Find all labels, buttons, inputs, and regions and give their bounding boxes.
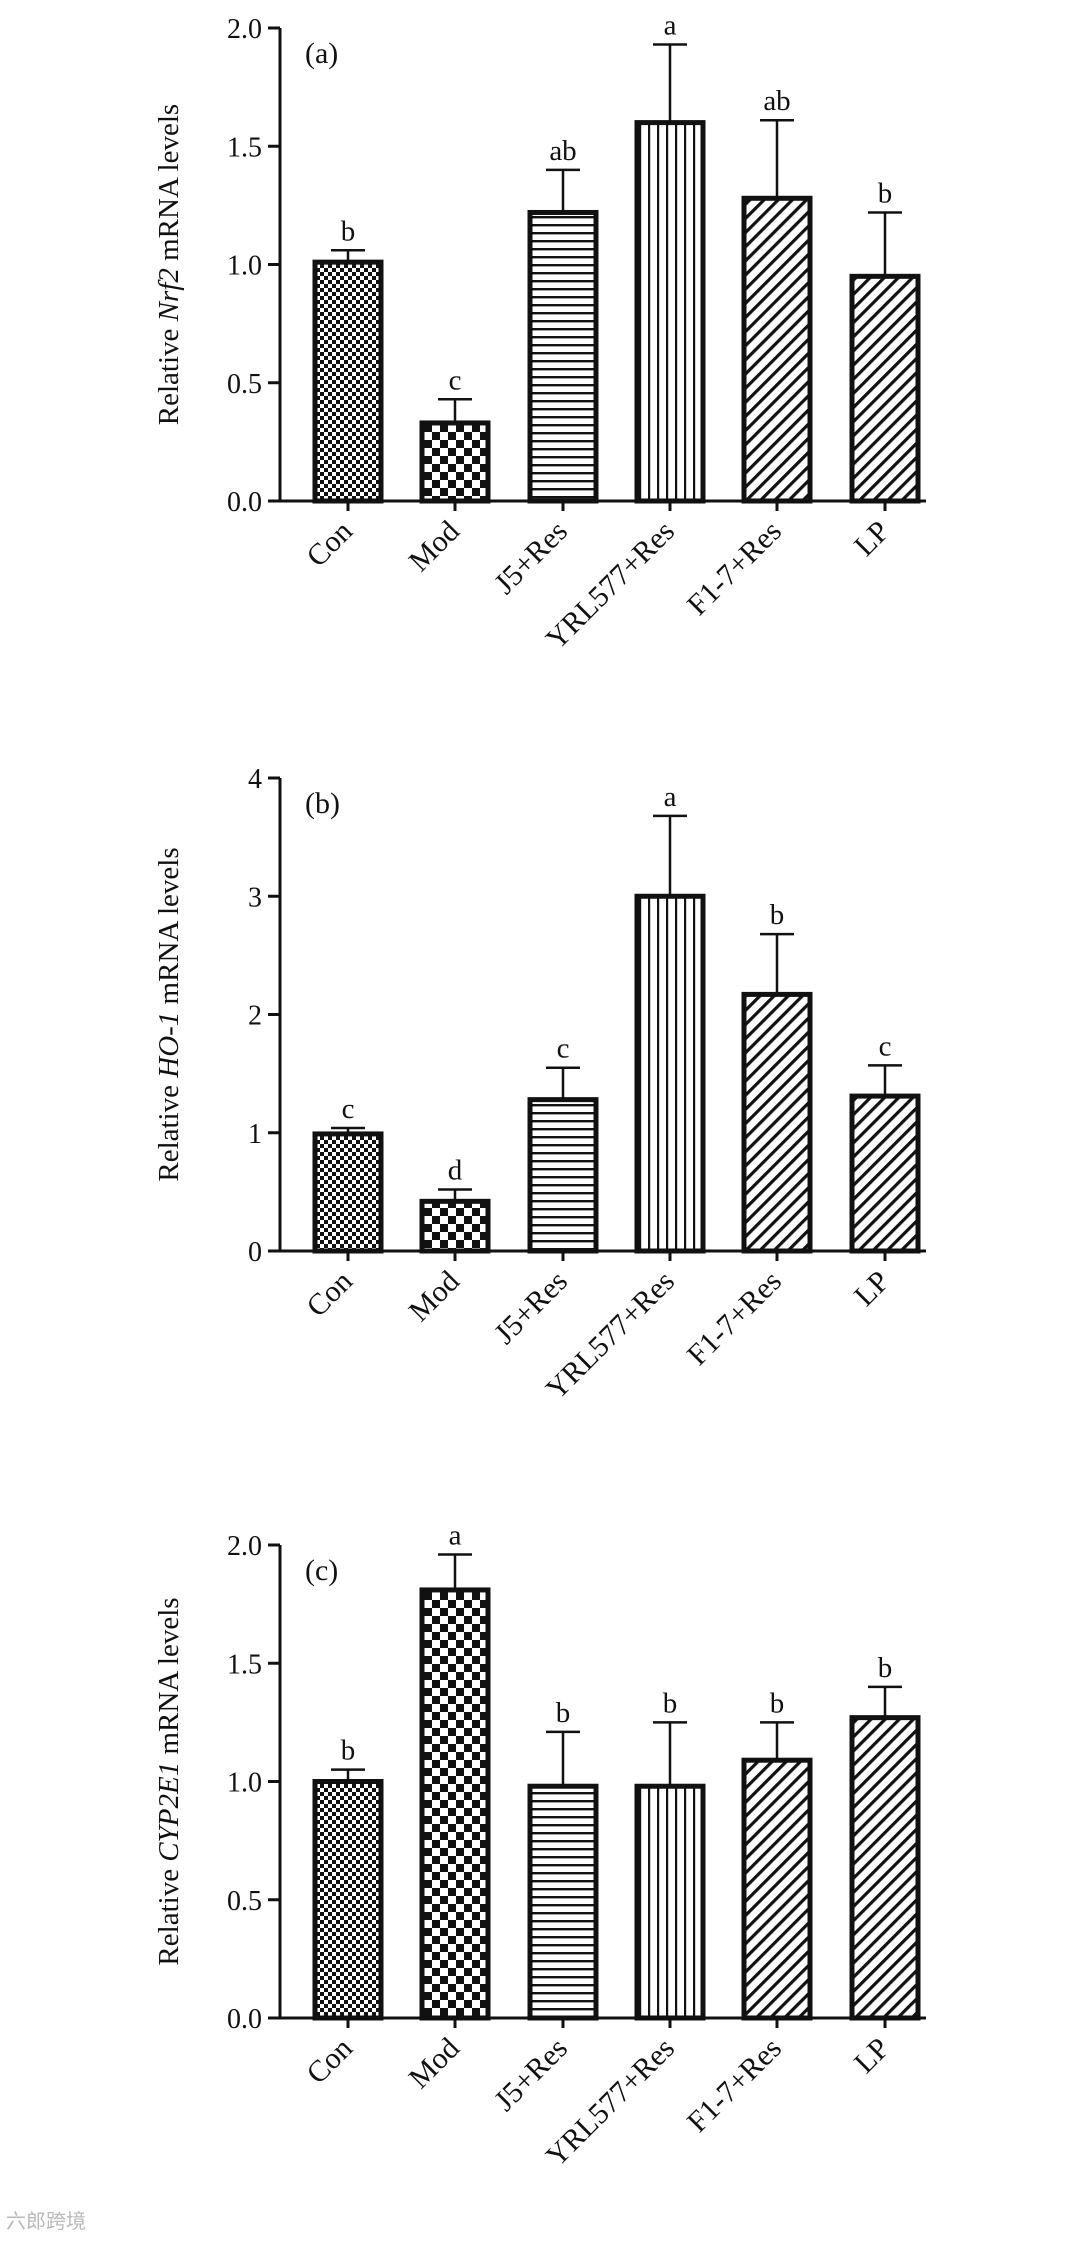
significance-letter: c <box>342 1093 355 1125</box>
y-axis-label-prefix: Relative <box>153 1078 185 1182</box>
x-tick-label: LP <box>848 1265 896 1313</box>
y-tick-label: 0.5 <box>227 1886 262 1917</box>
panel-label: (a) <box>305 37 338 70</box>
significance-letter: d <box>448 1155 463 1187</box>
significance-letter: ab <box>549 135 576 167</box>
significance-letter: a <box>664 10 677 42</box>
chart-panel-3: 0.0 0.5 1.0 1.5 2.0 Relative CYP2E1 mRNA leve… <box>153 1519 926 2173</box>
x-tick-label: LP <box>848 515 896 563</box>
significance-letter: b <box>878 1652 893 1684</box>
y-axis-label-gene: CYP2E1 <box>153 1762 185 1862</box>
significance-letter: b <box>341 1735 356 1767</box>
y-tick-label: 3 <box>248 882 262 913</box>
bar-lp <box>849 273 921 504</box>
x-tick-label: Mod <box>403 1265 466 1328</box>
x-tick-label: J5+Res <box>488 1265 574 1351</box>
x-tick-label: F1-7+Res <box>681 1265 788 1372</box>
chart-panel-1: 0.0 0.5 1.0 1.5 2.0 Relative Nrf2 mRNA levels… <box>153 10 926 656</box>
bar-j5-res <box>527 209 599 504</box>
bar-con <box>312 1779 384 2021</box>
significance-letter: b <box>556 1697 571 1729</box>
significance-letter: c <box>557 1033 570 1065</box>
bar-yrl577-res <box>634 1783 706 2021</box>
x-tick-label: J5+Res <box>488 515 574 601</box>
y-tick-label: 2 <box>248 1001 262 1032</box>
y-axis-label: Relative HO-1 mRNA levels <box>153 847 185 1181</box>
bar-mod <box>419 1587 491 2021</box>
y-tick-label: 0.0 <box>227 2004 262 2035</box>
panel-label: (c) <box>305 1554 338 1587</box>
bar-yrl577-res <box>634 120 706 504</box>
chart-panel-2: 0 1 2 3 4 Relative HO-1 mRNA levels (b) c Con d Mo… <box>153 764 926 1406</box>
x-tick-label: Mod <box>403 515 466 578</box>
y-axis-label-gene: HO-1 <box>153 1012 185 1079</box>
significance-letter: b <box>663 1687 678 1719</box>
x-tick-label: Con <box>300 1265 359 1324</box>
bar-mod <box>419 420 491 504</box>
y-axis-label: Relative Nrf2 mRNA levels <box>153 104 185 425</box>
y-axis-label-suffix: mRNA levels <box>153 1597 185 1761</box>
y-axis-label-gene: Nrf2 <box>153 268 185 322</box>
x-tick-label: J5+Res <box>488 2032 574 2118</box>
x-tick-label: Mod <box>403 2032 466 2095</box>
bar-f1-7-res <box>741 195 813 504</box>
y-tick-label: 2.0 <box>227 14 262 45</box>
bar-mod <box>419 1198 491 1254</box>
y-tick-label: 1.5 <box>227 132 262 163</box>
x-tick-label: Con <box>300 515 359 574</box>
x-tick-label: F1-7+Res <box>681 2032 788 2139</box>
significance-letter: c <box>879 1030 892 1062</box>
bar-con <box>312 1131 384 1254</box>
y-axis-label-prefix: Relative <box>153 1862 185 1966</box>
significance-letter: b <box>770 1687 785 1719</box>
bar-f1-7-res <box>741 1757 813 2021</box>
y-tick-label: 4 <box>248 764 262 795</box>
y-axis-label-suffix: mRNA levels <box>153 847 185 1011</box>
bar-lp <box>849 1715 921 2021</box>
significance-letter: b <box>341 215 356 247</box>
y-axis-label-prefix: Relative <box>153 321 185 425</box>
y-tick-label: 2.0 <box>227 1531 262 1562</box>
y-tick-label: 1.5 <box>227 1649 262 1680</box>
bar-yrl577-res <box>634 893 706 1254</box>
significance-letter: b <box>878 177 893 209</box>
significance-letter: c <box>449 364 462 396</box>
significance-letter: a <box>449 1519 462 1551</box>
significance-letter: ab <box>763 85 790 117</box>
x-tick-label: F1-7+Res <box>681 515 788 622</box>
x-tick-label: Con <box>300 2032 359 2091</box>
y-tick-label: 0 <box>248 1237 262 1268</box>
bar-j5-res <box>527 1097 599 1254</box>
y-axis-label-suffix: mRNA levels <box>153 104 185 268</box>
significance-letter: a <box>664 781 677 813</box>
y-tick-label: 0.5 <box>227 369 262 400</box>
panel-label: (b) <box>305 787 340 820</box>
bar-con <box>312 259 384 504</box>
x-tick-label: LP <box>848 2032 896 2080</box>
y-tick-label: 0.0 <box>227 487 262 518</box>
y-tick-label: 1.0 <box>227 251 262 282</box>
y-axis-label: Relative CYP2E1 mRNA levels <box>153 1597 185 1965</box>
bar-j5-res <box>527 1783 599 2021</box>
watermark-text: 六郎跨境 <box>6 2209 86 2233</box>
y-tick-label: 1.0 <box>227 1768 262 1799</box>
y-tick-label: 1 <box>248 1119 262 1150</box>
significance-letter: b <box>770 899 785 931</box>
bar-lp <box>849 1093 921 1254</box>
bar-f1-7-res <box>741 991 813 1254</box>
